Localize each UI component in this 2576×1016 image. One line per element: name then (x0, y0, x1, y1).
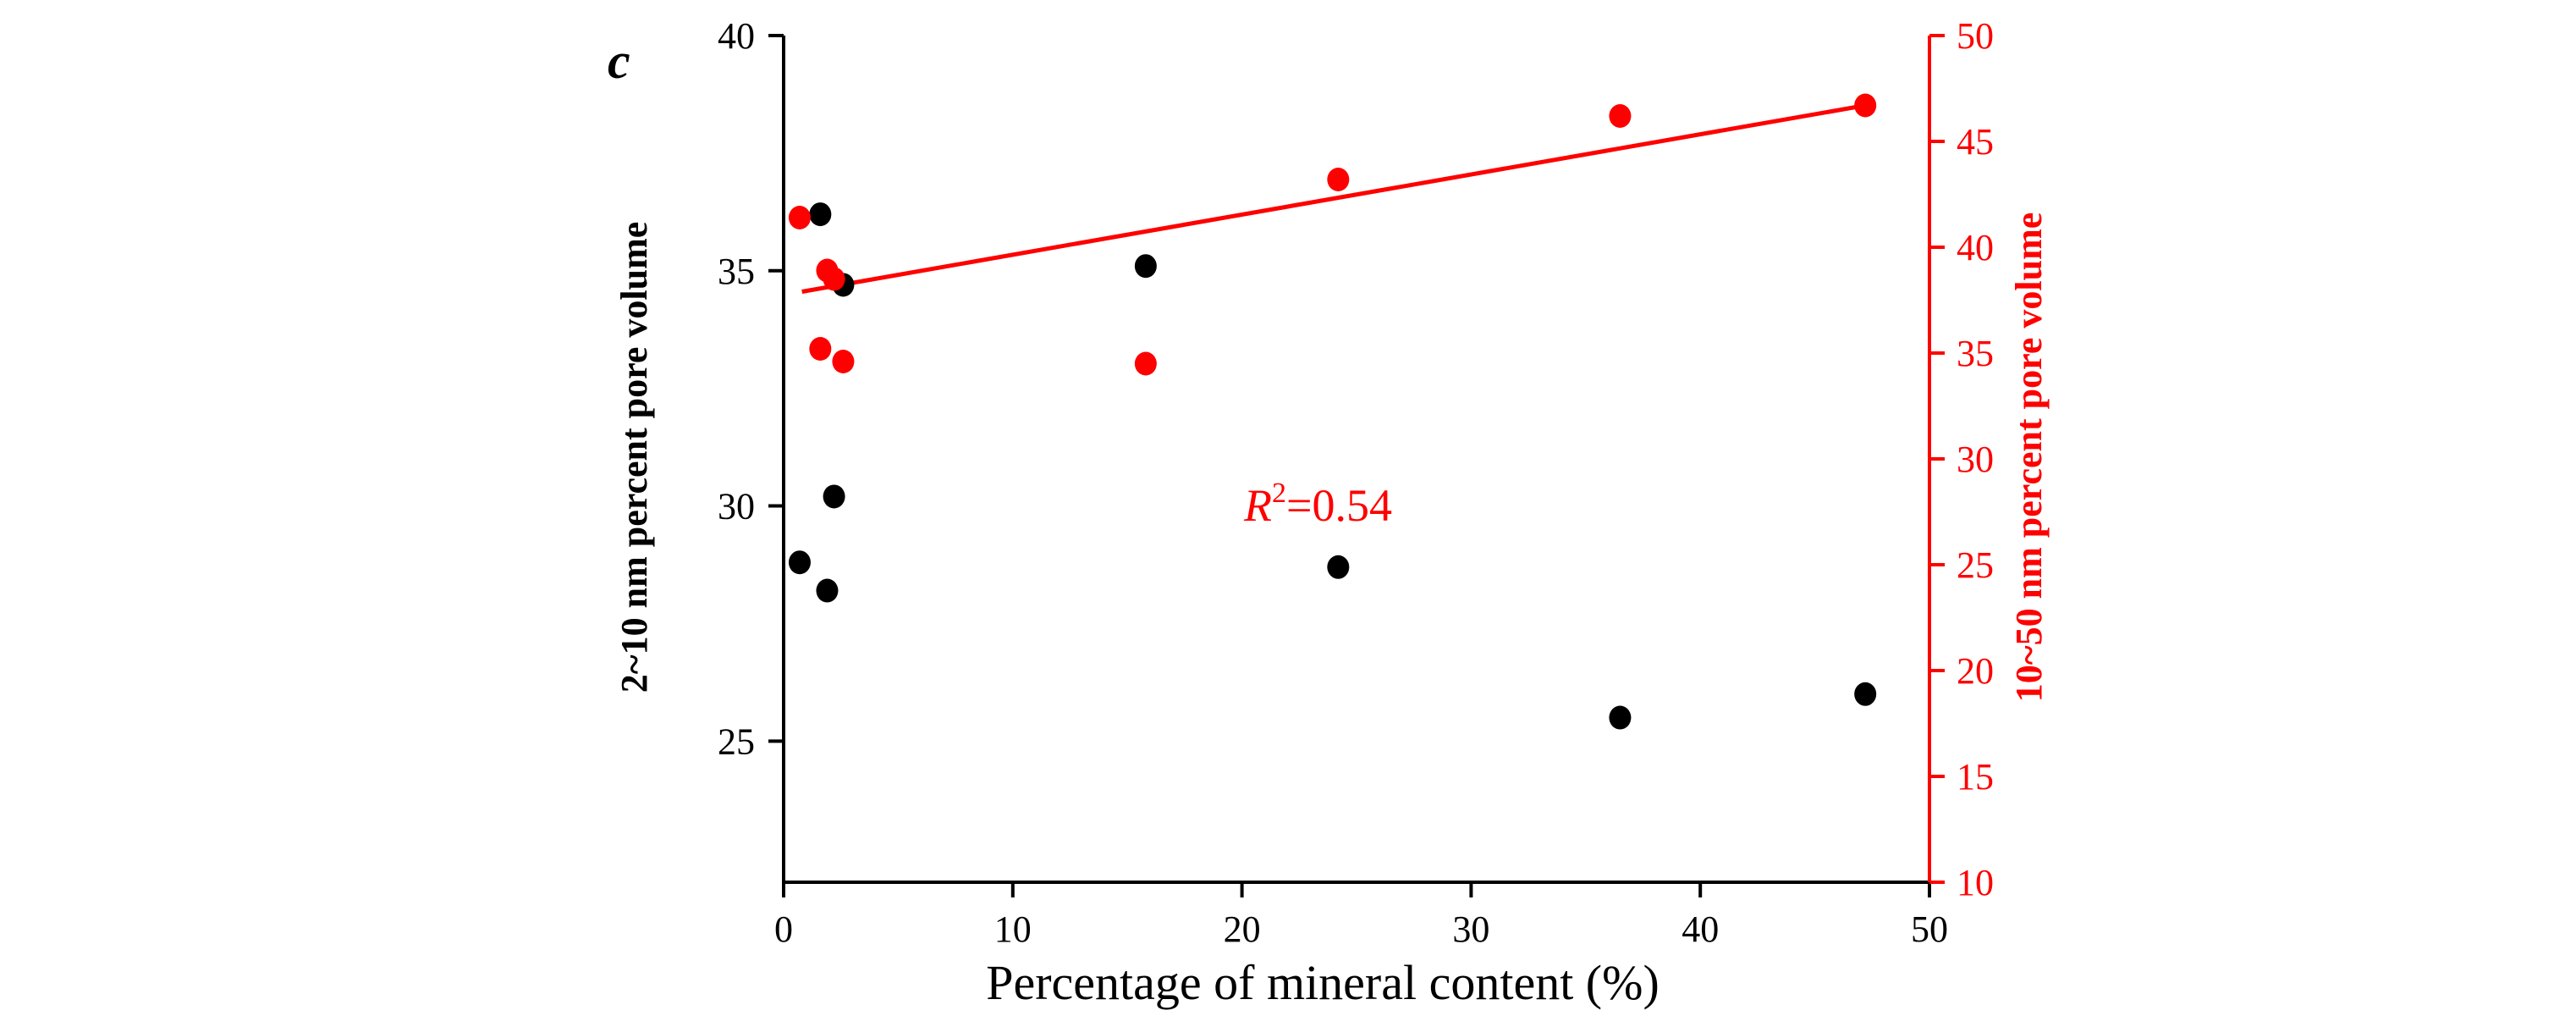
right-tick-label: 50 (1957, 15, 1994, 57)
points-group (788, 93, 1877, 730)
black-data-point (823, 484, 845, 509)
black-data-point (809, 202, 832, 227)
right-tick-label: 35 (1957, 333, 1994, 374)
red-data-point (1854, 93, 1877, 118)
right-tick-label: 45 (1957, 121, 1994, 163)
right-tick-label: 20 (1957, 650, 1994, 692)
fit-line (801, 103, 1866, 294)
right-tick-label: 25 (1957, 544, 1994, 586)
right-tick-label: 30 (1957, 439, 1994, 480)
left-tick-label: 30 (718, 486, 755, 527)
red-data-point (1609, 104, 1632, 128)
right-tick-label: 40 (1957, 227, 1994, 268)
labels-group: c Percentage of mineral content (%) 2~10… (608, 33, 2050, 1010)
x-tick-label: 20 (1224, 908, 1261, 950)
black-data-point (788, 550, 811, 575)
left-tick-label: 35 (718, 251, 755, 292)
x-tick-label: 40 (1682, 908, 1719, 950)
red-data-point (823, 267, 845, 291)
left-axis-label: 2~10 nm percent pore volume (614, 222, 655, 693)
black-data-point (1134, 254, 1157, 279)
axes-group: 0 10 20 30 40 50 25 30 35 40 10 15 20 25 30 35 40 45 50 (718, 15, 1994, 950)
x-tick-label: 30 (1452, 908, 1489, 950)
r-squared-annotation: R2=0.54 (1243, 478, 1392, 531)
x-axis-label: Percentage of mineral content (%) (986, 955, 1660, 1010)
fit-line-group (801, 103, 1866, 294)
r-symbol: R (1243, 480, 1272, 531)
red-data-point (1327, 168, 1350, 191)
red-data-point (1134, 351, 1157, 376)
x-tick-label: 50 (1911, 908, 1948, 950)
panel-label: c (608, 33, 630, 89)
x-tick-label: 10 (994, 908, 1032, 950)
x-tick-label: 0 (774, 908, 793, 950)
black-data-point (816, 578, 839, 603)
r-value: =0.54 (1286, 480, 1392, 531)
right-tick-label: 15 (1957, 756, 1994, 798)
red-data-point (809, 337, 832, 361)
black-data-point (1854, 682, 1877, 706)
red-data-point (832, 350, 855, 373)
r-superscript: 2 (1272, 478, 1286, 509)
left-tick-label: 25 (718, 721, 755, 762)
right-axis-label: 10~50 nm percent pore volume (2008, 213, 2050, 703)
left-tick-label: 40 (718, 15, 755, 57)
red-data-point (788, 206, 811, 229)
black-data-point (1327, 555, 1350, 579)
right-tick-label: 10 (1957, 862, 1994, 903)
black-data-point (1609, 705, 1632, 730)
